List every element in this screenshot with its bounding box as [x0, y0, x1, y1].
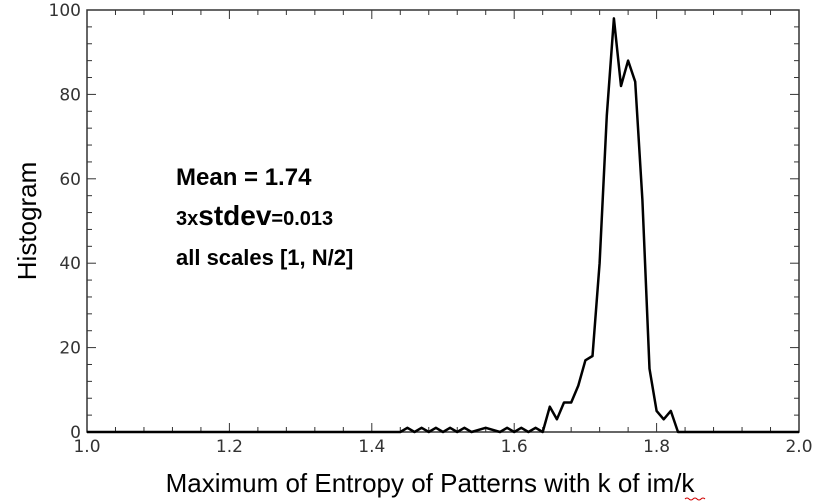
stdev-prefix: 3x: [176, 208, 198, 230]
series-line: [87, 17, 799, 434]
annotation-scales: all scales [1, N/2]: [176, 245, 353, 270]
x-tick-label: 2.0: [785, 437, 812, 457]
stdev-value: =0.013: [271, 208, 333, 230]
x-axis-title: Maximum of Entropy of Patterns with k of…: [166, 468, 696, 498]
series-group: [87, 17, 799, 434]
y-tick-label: 20: [59, 339, 81, 359]
stdev-word: stdev: [198, 200, 272, 231]
x-tick-label: 1.2: [216, 437, 243, 457]
y-tick-label: 40: [59, 254, 81, 274]
x-tick-label: 1.8: [643, 437, 670, 457]
x-tick-label: 1.6: [501, 437, 528, 457]
tick-labels: 1.0 1.2 1.4 1.6 1.8 2.0 0 20 40 60 80 100: [49, 1, 813, 457]
annotation-stdev: 3xstdev=0.013: [176, 200, 333, 231]
y-tick-label: 60: [59, 170, 81, 190]
axis-ticks: [86, 9, 800, 433]
x-tick-label: 1.0: [73, 437, 100, 457]
y-tick-label: 80: [59, 85, 81, 105]
x-tick-label: 1.4: [358, 437, 385, 457]
y-axis-title: Histogram: [12, 162, 42, 280]
spellcheck-underline: [684, 497, 706, 501]
y-tick-label: 100: [49, 1, 81, 21]
annotation-mean: Mean = 1.74: [176, 164, 312, 191]
y-tick-label: 0: [70, 423, 81, 443]
